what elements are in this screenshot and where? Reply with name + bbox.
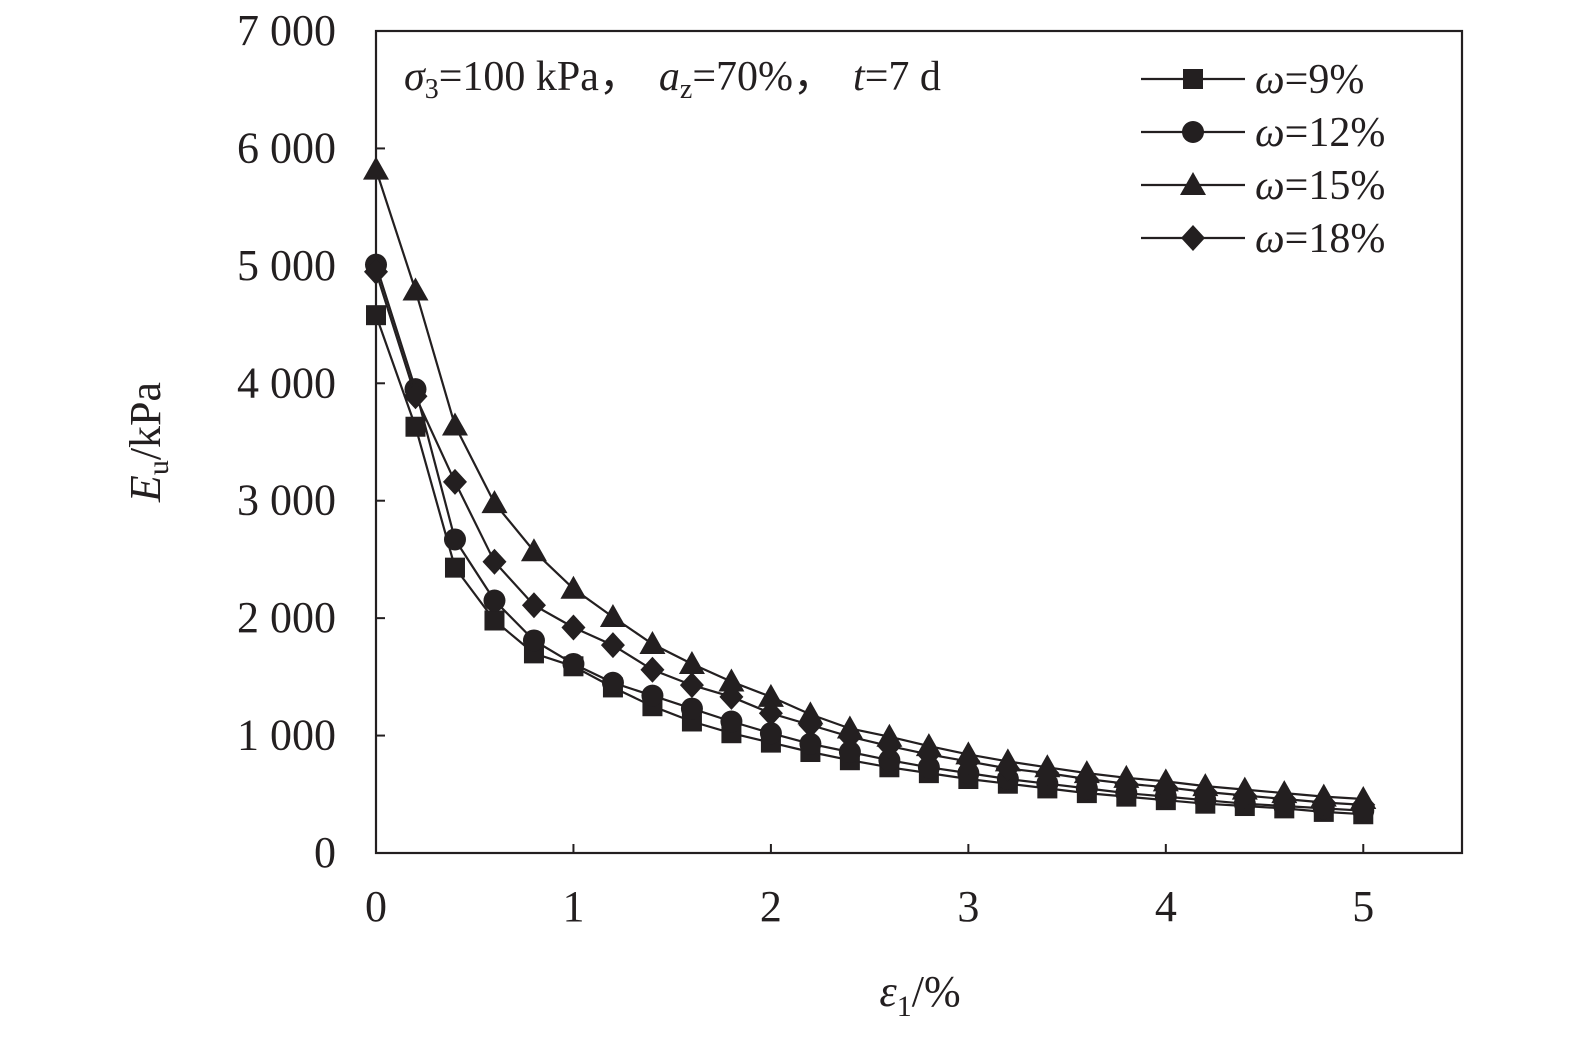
data-point [364, 258, 388, 285]
legend: ω=9% ω=12% ω=15% ω=18% [1141, 57, 1385, 262]
legend-marker [1183, 69, 1203, 89]
x-tick-label: 0 [365, 882, 387, 931]
data-point [442, 468, 467, 495]
data-point [560, 575, 587, 599]
data-point [640, 656, 665, 683]
condition-annotation: σ3=100 kPa， az=70%， t=7 d [404, 54, 941, 105]
data-point [1074, 766, 1099, 793]
series-triangle [363, 156, 1377, 809]
y-axis-title: Eu/kPa [121, 382, 175, 503]
series-square [366, 305, 1374, 825]
data-point [720, 710, 743, 733]
legend-marker [1182, 121, 1204, 143]
legend-item: ω=12% [1141, 110, 1385, 156]
data-point [522, 629, 545, 652]
data-point [484, 610, 505, 631]
legend-label: ω=18% [1255, 216, 1385, 262]
data-point [995, 755, 1020, 782]
y-tick-label: 3 000 [237, 476, 336, 525]
legend-item: ω=18% [1141, 216, 1385, 262]
data-point [521, 592, 546, 619]
x-axis-title: ε1/% [879, 967, 960, 1023]
x-tick-label: 1 [562, 882, 584, 931]
data-point [916, 741, 941, 768]
data-point [483, 589, 506, 612]
data-point [443, 528, 466, 551]
y-tick-label: 7 000 [237, 6, 336, 55]
data-point [877, 733, 902, 760]
data-point [878, 749, 901, 772]
data-point [1311, 789, 1336, 816]
legend-item: ω=9% [1141, 57, 1364, 103]
series-line [374, 169, 1364, 801]
series-line [374, 314, 1364, 816]
data-point [639, 630, 666, 654]
x-tick-label: 5 [1352, 882, 1374, 931]
series-layer [363, 156, 1377, 825]
data-point [599, 603, 626, 627]
x-axis-ticks: 0 1 2 3 4 5 [365, 844, 1374, 931]
data-point [1351, 791, 1376, 818]
data-point [1193, 778, 1218, 805]
data-point [641, 684, 664, 707]
y-tick-label: 0 [314, 828, 336, 877]
data-point [482, 548, 507, 575]
series-diamond [364, 258, 1376, 818]
data-point [757, 683, 784, 707]
x-tick-label: 2 [760, 882, 782, 931]
legend-item: ω=15% [1141, 163, 1385, 209]
y-tick-label: 1 000 [237, 711, 336, 760]
data-point [481, 490, 508, 514]
data-point [562, 652, 585, 675]
data-point [719, 683, 744, 710]
series-circle [365, 253, 1375, 822]
data-point [1272, 785, 1297, 812]
data-point [679, 672, 704, 699]
data-point [837, 723, 862, 750]
x-tick-label: 4 [1155, 882, 1177, 931]
data-point [680, 697, 703, 720]
data-point [601, 671, 624, 694]
data-point [520, 538, 547, 562]
data-point [758, 700, 783, 727]
data-point [678, 650, 705, 674]
plot-area-frame [374, 29, 1464, 855]
data-point [441, 412, 468, 436]
data-point [363, 156, 389, 180]
data-point [1153, 774, 1178, 801]
y-tick-label: 2 000 [237, 593, 336, 642]
data-point [405, 416, 426, 437]
data-point [1232, 782, 1257, 809]
data-point [759, 722, 782, 745]
data-point [1114, 770, 1139, 797]
legend-label: ω=15% [1255, 163, 1385, 209]
data-point [956, 748, 981, 775]
legend-marker [1180, 172, 1206, 195]
data-point [561, 614, 586, 641]
data-point [1035, 760, 1060, 787]
legend-marker [1181, 225, 1205, 251]
y-axis-ticks: 0 1 000 2 000 3 000 4 000 5 000 6 000 7 000 [237, 6, 385, 877]
legend-label: ω=12% [1255, 110, 1385, 156]
x-tick-label: 3 [957, 882, 979, 931]
y-tick-label: 4 000 [237, 358, 336, 407]
data-point [798, 712, 823, 739]
data-point [718, 668, 745, 692]
data-point [799, 732, 822, 755]
data-point [403, 383, 428, 410]
y-tick-label: 5 000 [237, 241, 336, 290]
data-point [366, 305, 386, 326]
y-tick-label: 6 000 [237, 123, 336, 172]
data-point [600, 632, 625, 659]
legend-label: ω=9% [1255, 57, 1364, 103]
data-point [402, 277, 429, 301]
data-point [444, 557, 465, 578]
data-point [838, 741, 861, 764]
